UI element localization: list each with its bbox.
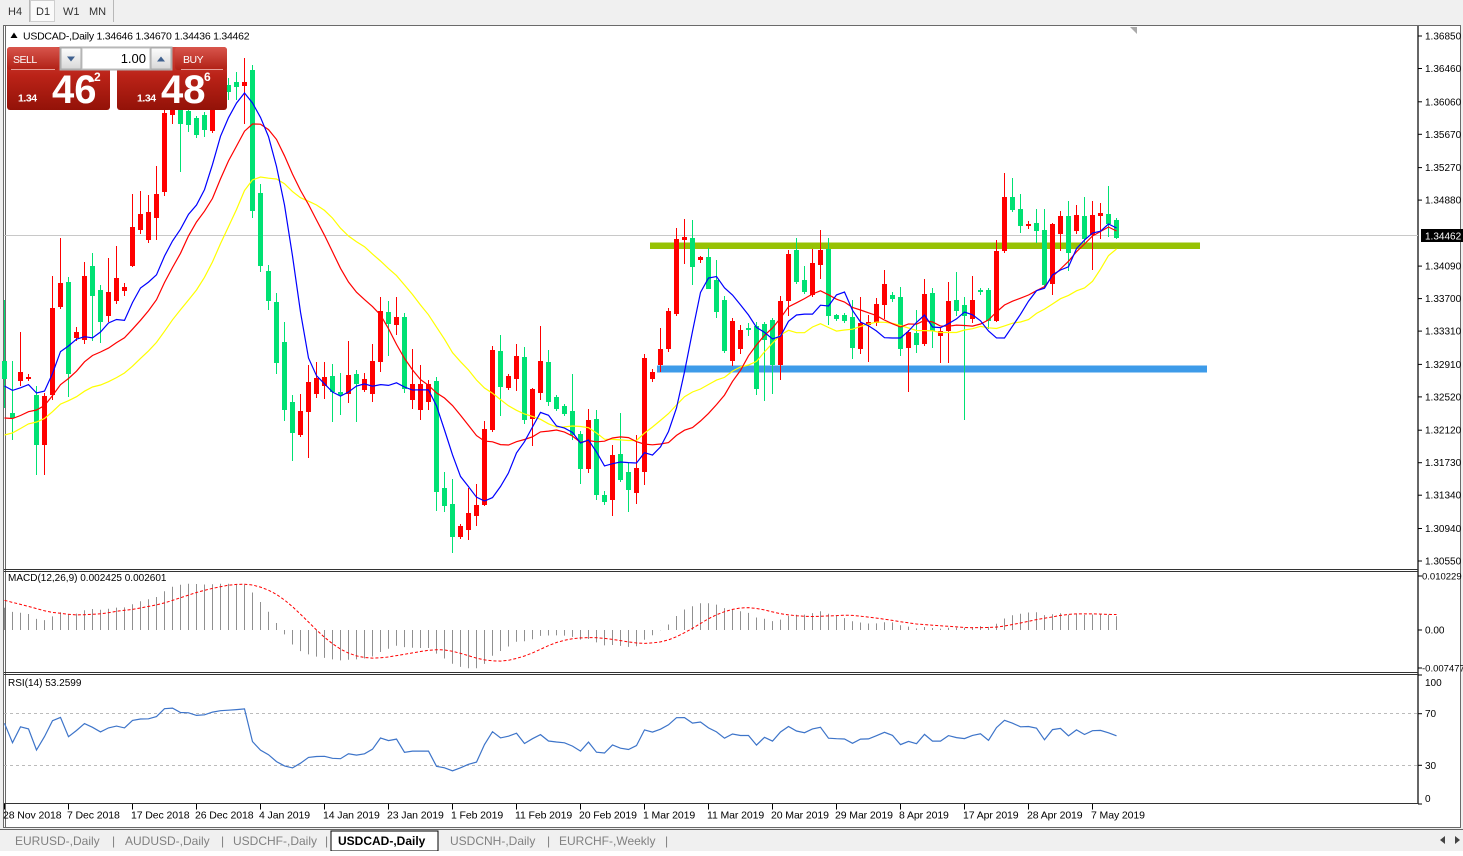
svg-text:|: | — [112, 834, 115, 848]
svg-text:30: 30 — [1425, 761, 1437, 772]
svg-text:11 Feb 2019: 11 Feb 2019 — [515, 810, 572, 822]
svg-text:0.010229: 0.010229 — [1422, 572, 1462, 583]
svg-text:0: 0 — [1425, 794, 1431, 805]
svg-text:48: 48 — [161, 68, 206, 112]
svg-text:100: 100 — [1425, 678, 1442, 689]
svg-text:1.35270: 1.35270 — [1425, 163, 1462, 174]
svg-text:SELL: SELL — [13, 54, 37, 66]
svg-text:28 Nov 2018: 28 Nov 2018 — [3, 810, 62, 822]
svg-text:1.31340: 1.31340 — [1425, 491, 1462, 502]
svg-text:46: 46 — [52, 68, 97, 112]
svg-text:1.36850: 1.36850 — [1425, 32, 1462, 43]
svg-text:USDCHF-,Daily: USDCHF-,Daily — [233, 834, 317, 848]
svg-text:EURCHF-,Weekly: EURCHF-,Weekly — [559, 834, 655, 848]
svg-text:1.35670: 1.35670 — [1425, 130, 1462, 141]
svg-text:20 Mar 2019: 20 Mar 2019 — [771, 810, 829, 822]
svg-text:0.00: 0.00 — [1425, 626, 1445, 637]
svg-text:MACD(12,26,9) 0.002425 0.00260: MACD(12,26,9) 0.002425 0.002601 — [8, 573, 167, 584]
svg-text:29 Mar 2019: 29 Mar 2019 — [835, 810, 893, 822]
svg-text:70: 70 — [1425, 709, 1437, 720]
svg-text:BUY: BUY — [183, 54, 204, 66]
svg-text:1.34090: 1.34090 — [1425, 262, 1462, 273]
svg-text:1 Feb 2019: 1 Feb 2019 — [451, 810, 503, 822]
svg-text:17 Apr 2019: 17 Apr 2019 — [963, 810, 1019, 822]
svg-text:1.36460: 1.36460 — [1425, 64, 1462, 75]
svg-text:1.34: 1.34 — [18, 93, 37, 105]
svg-text:1.31730: 1.31730 — [1425, 458, 1462, 469]
svg-text:1.36060: 1.36060 — [1425, 97, 1462, 108]
svg-text:28 Apr 2019: 28 Apr 2019 — [1027, 810, 1083, 822]
svg-text:23 Jan 2019: 23 Jan 2019 — [387, 810, 444, 822]
svg-text:|: | — [547, 834, 550, 848]
svg-text:2: 2 — [94, 70, 101, 84]
svg-text:USDCAD-,Daily 1.34646 1.34670: USDCAD-,Daily 1.34646 1.34670 1.34436 1.… — [23, 31, 250, 43]
svg-text:7 May 2019: 7 May 2019 — [1091, 810, 1145, 822]
svg-text:1.30940: 1.30940 — [1425, 524, 1462, 535]
svg-text:USDCNH-,Daily: USDCNH-,Daily — [450, 834, 535, 848]
svg-text:1.32910: 1.32910 — [1425, 360, 1462, 371]
svg-text:|: | — [221, 834, 224, 848]
svg-text:1.33310: 1.33310 — [1425, 327, 1462, 338]
svg-text:1.34: 1.34 — [137, 93, 156, 105]
svg-text:1.32520: 1.32520 — [1425, 392, 1462, 403]
svg-text:1.32120: 1.32120 — [1425, 426, 1462, 437]
svg-text:D1: D1 — [36, 6, 50, 18]
svg-text:USDCAD-,Daily: USDCAD-,Daily — [338, 834, 426, 848]
svg-text:|: | — [665, 834, 668, 848]
svg-text:8 Apr 2019: 8 Apr 2019 — [899, 810, 949, 822]
svg-text:AUDUSD-,Daily: AUDUSD-,Daily — [125, 834, 210, 848]
svg-text:1.30550: 1.30550 — [1425, 557, 1462, 568]
svg-text:RSI(14) 53.2599: RSI(14) 53.2599 — [8, 678, 82, 689]
svg-text:6: 6 — [204, 70, 211, 84]
svg-text:17 Dec 2018: 17 Dec 2018 — [131, 810, 190, 822]
svg-text:H4: H4 — [8, 6, 22, 18]
svg-text:W1: W1 — [63, 6, 80, 18]
svg-text:1.33700: 1.33700 — [1425, 294, 1462, 305]
svg-text:-0.007477: -0.007477 — [1422, 664, 1463, 675]
svg-text:20 Feb 2019: 20 Feb 2019 — [579, 810, 637, 822]
svg-text:1.34462: 1.34462 — [1425, 232, 1462, 243]
svg-text:7 Dec 2018: 7 Dec 2018 — [67, 810, 120, 822]
svg-text:1 Mar 2019: 1 Mar 2019 — [643, 810, 695, 822]
svg-text:1.34880: 1.34880 — [1425, 196, 1462, 207]
svg-text:4 Jan 2019: 4 Jan 2019 — [259, 810, 310, 822]
svg-text:MN: MN — [89, 6, 106, 18]
svg-text:11 Mar 2019: 11 Mar 2019 — [707, 810, 764, 822]
svg-text:26 Dec 2018: 26 Dec 2018 — [195, 810, 254, 822]
svg-text:|: | — [325, 834, 328, 848]
svg-text:14 Jan 2019: 14 Jan 2019 — [323, 810, 380, 822]
svg-text:EURUSD-,Daily: EURUSD-,Daily — [15, 834, 100, 848]
svg-text:1.00: 1.00 — [121, 51, 146, 66]
